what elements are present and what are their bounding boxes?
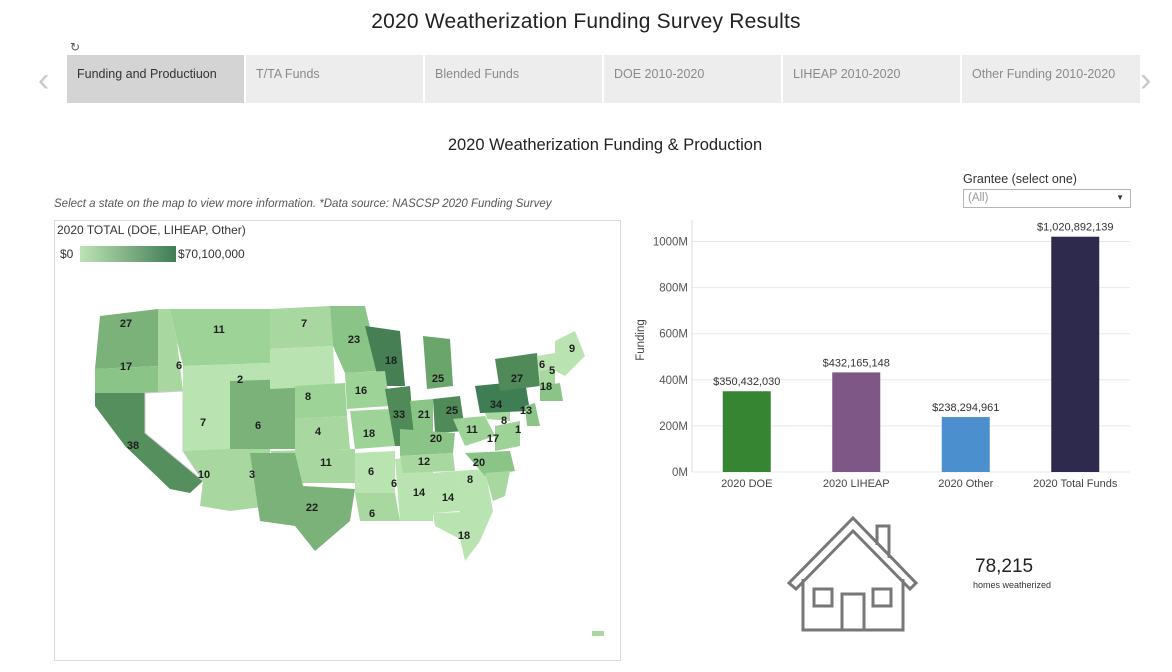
state-count-label: 11 <box>466 424 478 436</box>
state-count-label: 11 <box>213 324 225 336</box>
chart-value-label: $1,020,892,139 <box>1037 222 1113 234</box>
state-count-label: 1 <box>515 424 521 436</box>
state-count-label: 38 <box>127 440 139 452</box>
chart-value-label: $350,432,030 <box>713 376 780 388</box>
tab-ta-funds[interactable]: T/TA Funds <box>246 55 423 103</box>
state-count-label: 20 <box>473 457 485 469</box>
chart-y-tick-label: 400M <box>659 375 688 387</box>
state-count-label: 17 <box>487 433 499 445</box>
state-count-label: 6 <box>176 360 182 372</box>
chart-y-tick-label: 600M <box>659 329 688 341</box>
chart-x-tick-label: 2020 Other <box>938 478 993 490</box>
chart-x-tick-label: 2020 LIHEAP <box>823 478 890 490</box>
tab-bar: Funding and Productiuon T/TA Funds Blend… <box>67 55 1140 103</box>
state-count-label: 7 <box>200 417 206 429</box>
state-count-label: 23 <box>348 334 360 346</box>
state-count-label: 5 <box>549 365 555 377</box>
state-count-label: 10 <box>198 469 210 481</box>
grantee-select-value: (All) <box>968 192 989 204</box>
chart-y-tick-label: 1000M <box>653 237 688 249</box>
state-shapes[interactable] <box>95 306 604 636</box>
chart-y-axis-ticks: 0M 200M 400M 600M 800M 1000M <box>653 237 688 479</box>
state-count-label: 8 <box>305 391 311 403</box>
chevron-down-icon: ▼ <box>1116 193 1124 202</box>
state-count-label: 8 <box>501 415 507 427</box>
map-panel: 27 11 7 17 6 23 2 18 9 8 16 25 6 5 27 18 7 6 4 18 33 21 25 34 13… <box>54 220 621 661</box>
state-count-label: 6 <box>391 478 397 490</box>
grantee-select[interactable]: (All) ▼ <box>963 189 1131 208</box>
chart-bar[interactable] <box>1051 236 1100 472</box>
tab-doe-2010-2020[interactable]: DOE 2010-2020 <box>604 55 781 103</box>
state-count-label: 21 <box>418 409 430 421</box>
state-count-label: 13 <box>520 405 532 417</box>
map-instructions-note: Select a state on the map to view more i… <box>54 198 552 210</box>
state-count-label: 4 <box>315 426 322 438</box>
state-count-label: 3 <box>249 469 255 481</box>
tab-funding-and-production[interactable]: Funding and Productiuon <box>67 55 244 103</box>
previous-tab-arrow-icon[interactable]: ‹ <box>38 61 50 99</box>
state-count-label: 34 <box>490 399 503 411</box>
tab-other-funding-2010-2020[interactable]: Other Funding 2010-2020 <box>962 55 1140 103</box>
chart-y-tick-label: 800M <box>659 283 688 295</box>
state-count-label: 6 <box>369 508 375 520</box>
chart-bar[interactable] <box>941 417 990 472</box>
map-legend-title: 2020 TOTAL (DOE, LIHEAP, Other) <box>57 223 246 237</box>
chart-x-axis-ticks: 2020 DOE 2020 LIHEAP 2020 Other 2020 Total … <box>721 478 1118 490</box>
refresh-icon[interactable]: ↻ <box>70 40 81 54</box>
state-count-label: 2 <box>237 374 243 386</box>
state-count-label: 22 <box>306 502 318 514</box>
state-count-label: 18 <box>385 355 397 367</box>
grantee-filter-label: Grantee (select one) <box>963 172 1077 186</box>
next-tab-arrow-icon[interactable]: › <box>1140 61 1152 99</box>
chart-x-tick-label: 2020 DOE <box>721 478 772 490</box>
state-count-label: 11 <box>320 457 332 469</box>
state-count-label: 18 <box>458 530 470 542</box>
homes-weatherized-count: 78,215 <box>975 556 1034 577</box>
chart-value-label: $432,165,148 <box>823 357 890 369</box>
chart-bar[interactable] <box>722 391 771 472</box>
state-count-label: 6 <box>368 466 374 478</box>
homes-weatherized-label: homes weatherized <box>973 580 1052 590</box>
state-count-label: 27 <box>120 318 132 330</box>
chart-y-axis-label: Funding <box>635 319 647 361</box>
state-count-label: 8 <box>467 474 473 486</box>
state-count-label: 17 <box>120 361 132 373</box>
chart-x-tick-label: 2020 Total Funds <box>1033 478 1118 490</box>
state-count-label: 33 <box>393 409 405 421</box>
tab-liheap-2010-2020[interactable]: LIHEAP 2010-2020 <box>783 55 960 103</box>
state-count-label: 14 <box>442 492 455 504</box>
page-title: 2020 Weatherization Funding Survey Resul… <box>371 10 801 33</box>
state-count-label: 16 <box>355 385 367 397</box>
state-count-label: 7 <box>301 318 307 330</box>
chart-bar[interactable] <box>832 372 881 472</box>
state-count-label: 6 <box>539 359 545 371</box>
section-title: 2020 Weatherization Funding & Production <box>447 136 763 154</box>
map-legend-color-ramp <box>80 246 176 262</box>
state-count-label: 18 <box>540 381 552 393</box>
state-count-label: 25 <box>432 373 444 385</box>
map-legend-max: $70,100,000 <box>178 247 245 261</box>
chart-bars[interactable] <box>722 236 1100 472</box>
state-count-label: 12 <box>418 456 430 468</box>
state-count-label: 25 <box>446 405 458 417</box>
state-count-label: 6 <box>255 420 261 432</box>
chart-y-tick-label: 200M <box>659 421 688 433</box>
chart-y-tick-label: 0M <box>672 467 688 479</box>
state-count-label: 18 <box>363 428 375 440</box>
funding-bar-chart: 0M 200M 400M 600M 800M 1000M Funding $350,432… <box>635 220 1130 490</box>
tab-blended-funds[interactable]: Blended Funds <box>425 55 602 103</box>
state-count-label: 27 <box>511 373 523 385</box>
house-icon <box>786 515 919 632</box>
state-count-label: 9 <box>569 343 575 355</box>
state-count-label: 14 <box>413 487 426 499</box>
chart-value-labels: $350,432,030 $432,165,148 $238,294,961 $1,0… <box>713 222 1113 414</box>
map-legend-min: $0 <box>60 247 74 261</box>
state-count-label: 20 <box>430 433 442 445</box>
chart-value-label: $238,294,961 <box>932 402 999 414</box>
